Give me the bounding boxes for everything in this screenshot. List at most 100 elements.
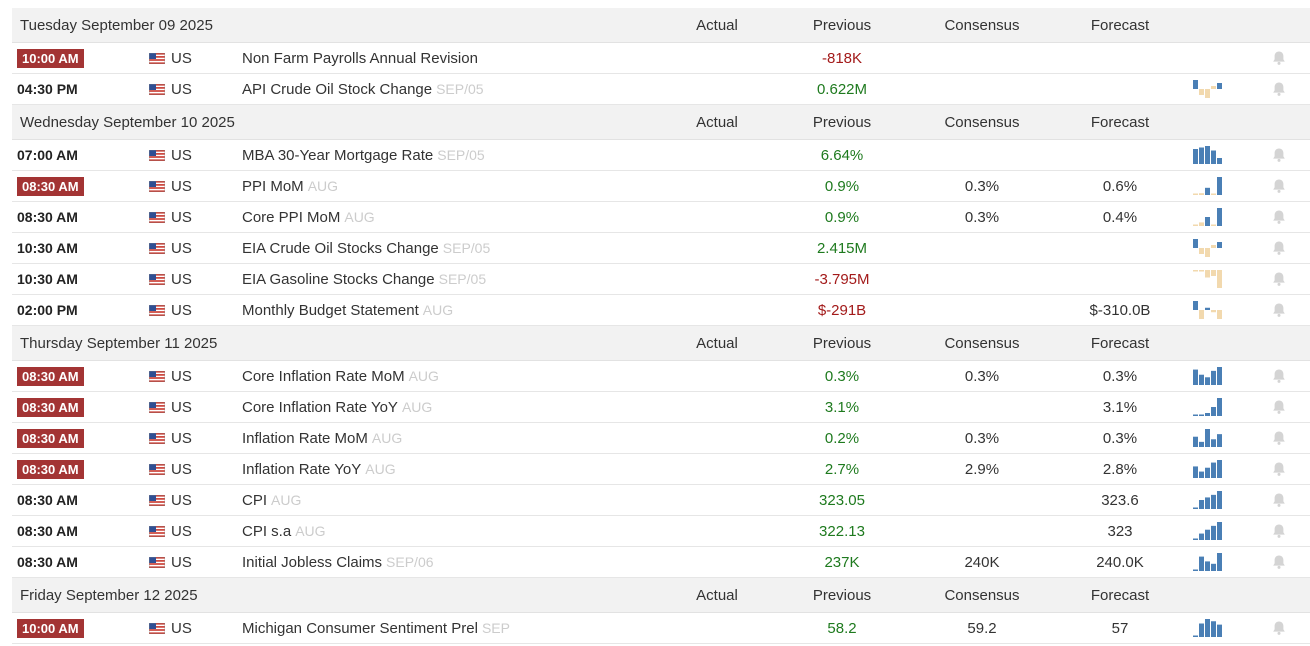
event-alert[interactable] bbox=[1271, 295, 1287, 325]
bell-icon[interactable] bbox=[1271, 147, 1287, 163]
event-name[interactable]: CPI bbox=[242, 491, 268, 509]
event-name[interactable]: EIA Crude Oil Stocks Change bbox=[242, 239, 439, 257]
sparkline-chart[interactable] bbox=[1193, 427, 1225, 449]
event-name[interactable]: MBA 30-Year Mortgage Rate bbox=[242, 146, 434, 164]
event-alert[interactable] bbox=[1271, 43, 1287, 73]
event-name[interactable]: Michigan Consumer Sentiment Prel bbox=[242, 619, 478, 637]
event-sparkline[interactable] bbox=[1193, 43, 1225, 73]
bell-icon[interactable] bbox=[1271, 399, 1287, 415]
event-sparkline[interactable] bbox=[1193, 295, 1225, 325]
column-header-previous[interactable]: Previous bbox=[812, 334, 872, 352]
event-alert[interactable] bbox=[1271, 202, 1287, 232]
event-row[interactable]: 08:30 AM US CPI s.a AUG 322.13 323 bbox=[12, 516, 1310, 547]
column-header-previous[interactable]: Previous bbox=[812, 16, 872, 34]
column-header-consensus[interactable]: Consensus bbox=[944, 334, 1020, 352]
event-alert[interactable] bbox=[1271, 485, 1287, 515]
event-alert[interactable] bbox=[1271, 74, 1287, 104]
column-header-consensus[interactable]: Consensus bbox=[944, 586, 1020, 604]
sparkline-chart[interactable] bbox=[1193, 237, 1225, 259]
bell-icon[interactable] bbox=[1271, 430, 1287, 446]
event-row[interactable]: 08:30 AM US Core Inflation Rate MoM AUG … bbox=[12, 361, 1310, 392]
event-name[interactable]: Inflation Rate MoM bbox=[242, 429, 368, 447]
column-header-actual[interactable]: Actual bbox=[696, 586, 738, 604]
column-header-consensus[interactable]: Consensus bbox=[944, 16, 1020, 34]
sparkline-chart[interactable] bbox=[1193, 206, 1225, 228]
event-sparkline[interactable] bbox=[1193, 171, 1225, 201]
event-name-cell[interactable]: Monthly Budget Statement AUG bbox=[242, 295, 453, 325]
event-name-cell[interactable]: Inflation Rate MoM AUG bbox=[242, 423, 402, 453]
sparkline-chart[interactable] bbox=[1193, 551, 1225, 573]
column-header-consensus[interactable]: Consensus bbox=[944, 113, 1020, 131]
event-row[interactable]: 08:30 AM US Initial Jobless Claims SEP/0… bbox=[12, 547, 1310, 578]
column-header-actual[interactable]: Actual bbox=[696, 113, 738, 131]
event-name[interactable]: API Crude Oil Stock Change bbox=[242, 80, 433, 98]
event-name-cell[interactable]: CPI AUG bbox=[242, 485, 301, 515]
event-row[interactable]: 08:30 AM US Inflation Rate MoM AUG 0.2% … bbox=[12, 423, 1310, 454]
column-header-actual[interactable]: Actual bbox=[696, 16, 738, 34]
event-alert[interactable] bbox=[1271, 547, 1287, 577]
bell-icon[interactable] bbox=[1271, 209, 1287, 225]
event-sparkline[interactable] bbox=[1193, 202, 1225, 232]
event-name-cell[interactable]: Inflation Rate YoY AUG bbox=[242, 454, 396, 484]
event-alert[interactable] bbox=[1271, 516, 1287, 546]
event-sparkline[interactable] bbox=[1193, 361, 1225, 391]
event-row[interactable]: 08:30 AM US CPI AUG 323.05 323.6 bbox=[12, 485, 1310, 516]
event-alert[interactable] bbox=[1271, 454, 1287, 484]
event-sparkline[interactable] bbox=[1193, 233, 1225, 263]
event-alert[interactable] bbox=[1271, 361, 1287, 391]
event-row[interactable]: 10:30 AM US EIA Crude Oil Stocks Change … bbox=[12, 233, 1310, 264]
sparkline-chart[interactable] bbox=[1193, 144, 1225, 166]
column-header-forecast[interactable]: Forecast bbox=[1090, 586, 1150, 604]
event-name-cell[interactable]: Core Inflation Rate YoY AUG bbox=[242, 392, 432, 422]
bell-icon[interactable] bbox=[1271, 178, 1287, 194]
sparkline-chart[interactable] bbox=[1193, 396, 1225, 418]
bell-icon[interactable] bbox=[1271, 492, 1287, 508]
event-sparkline[interactable] bbox=[1193, 74, 1225, 104]
event-name-cell[interactable]: EIA Crude Oil Stocks Change SEP/05 bbox=[242, 233, 490, 263]
event-sparkline[interactable] bbox=[1193, 547, 1225, 577]
event-sparkline[interactable] bbox=[1193, 485, 1225, 515]
event-name-cell[interactable]: MBA 30-Year Mortgage Rate SEP/05 bbox=[242, 140, 485, 170]
bell-icon[interactable] bbox=[1271, 554, 1287, 570]
event-sparkline[interactable] bbox=[1193, 516, 1225, 546]
event-name[interactable]: Initial Jobless Claims bbox=[242, 553, 383, 571]
column-header-forecast[interactable]: Forecast bbox=[1090, 113, 1150, 131]
bell-icon[interactable] bbox=[1271, 50, 1287, 66]
event-name-cell[interactable]: PPI MoM AUG bbox=[242, 171, 338, 201]
sparkline-chart[interactable] bbox=[1193, 458, 1225, 480]
event-row[interactable]: 10:00 AM US Non Farm Payrolls Annual Rev… bbox=[12, 43, 1310, 74]
column-header-forecast[interactable]: Forecast bbox=[1090, 16, 1150, 34]
event-name[interactable]: Monthly Budget Statement bbox=[242, 301, 419, 319]
event-name[interactable]: Inflation Rate YoY bbox=[242, 460, 362, 478]
sparkline-chart[interactable] bbox=[1193, 520, 1225, 542]
event-name[interactable]: CPI s.a bbox=[242, 522, 292, 540]
sparkline-chart[interactable] bbox=[1193, 489, 1225, 511]
event-alert[interactable] bbox=[1271, 392, 1287, 422]
event-name-cell[interactable]: Non Farm Payrolls Annual Revision bbox=[242, 43, 482, 73]
sparkline-chart[interactable] bbox=[1193, 175, 1225, 197]
event-name[interactable]: Core Inflation Rate MoM bbox=[242, 367, 405, 385]
event-sparkline[interactable] bbox=[1193, 264, 1225, 294]
event-row[interactable]: 10:00 AM US Michigan Consumer Sentiment … bbox=[12, 613, 1310, 644]
bell-icon[interactable] bbox=[1271, 81, 1287, 97]
event-row[interactable]: 10:30 AM US EIA Gasoline Stocks Change S… bbox=[12, 264, 1310, 295]
column-header-previous[interactable]: Previous bbox=[812, 586, 872, 604]
event-row[interactable]: 08:30 AM US Inflation Rate YoY AUG 2.7% … bbox=[12, 454, 1310, 485]
event-name[interactable]: Core PPI MoM bbox=[242, 208, 341, 226]
event-name-cell[interactable]: Core Inflation Rate MoM AUG bbox=[242, 361, 439, 391]
event-row[interactable]: 08:30 AM US PPI MoM AUG 0.9% 0.3% 0.6% bbox=[12, 171, 1310, 202]
event-name[interactable]: EIA Gasoline Stocks Change bbox=[242, 270, 435, 288]
sparkline-chart[interactable] bbox=[1193, 617, 1225, 639]
event-sparkline[interactable] bbox=[1193, 613, 1225, 643]
column-header-actual[interactable]: Actual bbox=[696, 334, 738, 352]
event-row[interactable]: 08:30 AM US Core PPI MoM AUG 0.9% 0.3% 0… bbox=[12, 202, 1310, 233]
column-header-previous[interactable]: Previous bbox=[812, 113, 872, 131]
event-alert[interactable] bbox=[1271, 140, 1287, 170]
bell-icon[interactable] bbox=[1271, 461, 1287, 477]
bell-icon[interactable] bbox=[1271, 523, 1287, 539]
sparkline-chart[interactable] bbox=[1193, 268, 1225, 290]
event-alert[interactable] bbox=[1271, 613, 1287, 643]
event-name-cell[interactable]: EIA Gasoline Stocks Change SEP/05 bbox=[242, 264, 486, 294]
bell-icon[interactable] bbox=[1271, 368, 1287, 384]
event-name[interactable]: Non Farm Payrolls Annual Revision bbox=[242, 49, 478, 67]
